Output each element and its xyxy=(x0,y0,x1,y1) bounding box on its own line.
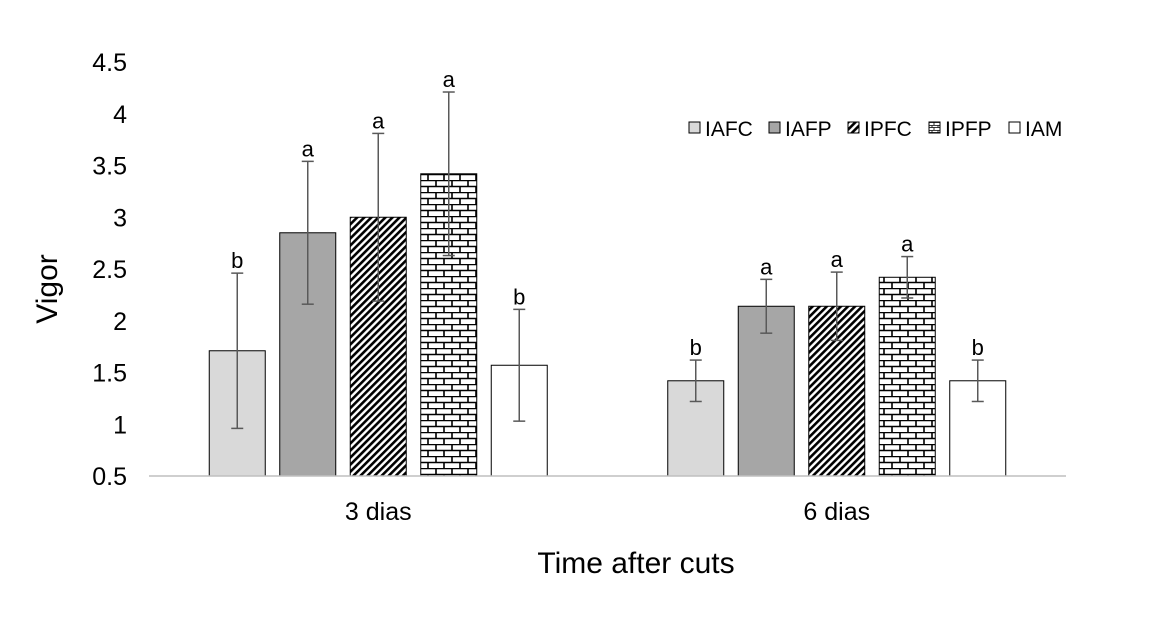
y-tick-label: 0.5 xyxy=(92,463,127,491)
y-tick-label: 3.5 xyxy=(92,153,127,181)
x-axis-category-labels: 3 dias 6 dias xyxy=(345,498,870,526)
significance-letter: a xyxy=(760,254,773,279)
significance-letter: a xyxy=(831,247,844,272)
legend-label: IAM xyxy=(1025,118,1062,141)
legend-swatch-ipfc xyxy=(847,121,860,134)
y-axis-title: Vigor xyxy=(31,254,64,324)
legend: IAFC IAFP IPFC IPFP IAM xyxy=(688,118,1062,141)
y-tick-label: 1.5 xyxy=(92,360,127,388)
legend-swatch-iafc xyxy=(688,121,701,134)
significance-letter: b xyxy=(513,284,525,309)
legend-label: IPFP xyxy=(945,118,992,141)
legend-label: IAFC xyxy=(705,118,753,141)
significance-letters-group: b a a a b b a a a b xyxy=(231,67,984,360)
legend-swatch-iam xyxy=(1008,121,1021,134)
y-axis-tick-labels: 0.5 1 1.5 2 2.5 3 3.5 4 4.5 xyxy=(92,49,127,491)
y-tick-label: 4.5 xyxy=(92,49,127,77)
y-tick-label: 1 xyxy=(113,411,127,439)
bar-ipfp-2 xyxy=(878,276,936,477)
bars-group xyxy=(208,173,1007,477)
significance-letter: a xyxy=(443,67,456,92)
y-tick-label: 2.5 xyxy=(92,256,127,284)
legend-swatch-ipfp xyxy=(928,121,941,134)
y-tick-label: 3 xyxy=(113,204,127,232)
significance-letter: b xyxy=(972,335,984,360)
legend-label: IPFC xyxy=(864,118,912,141)
x-category-label: 3 dias xyxy=(345,498,412,526)
error-bars-group xyxy=(231,91,984,430)
x-category-label: 6 dias xyxy=(803,498,870,526)
y-tick-label: 4 xyxy=(113,101,127,129)
significance-letter: b xyxy=(231,248,243,273)
significance-letter: a xyxy=(901,232,914,257)
significance-letter: a xyxy=(372,108,385,133)
significance-letter: b xyxy=(690,335,702,360)
legend-swatch-iafp xyxy=(768,121,781,134)
legend-label: IAFP xyxy=(785,118,832,141)
y-tick-label: 2 xyxy=(113,308,127,336)
significance-letter: a xyxy=(302,136,315,161)
x-axis-title: Time after cuts xyxy=(537,547,734,580)
